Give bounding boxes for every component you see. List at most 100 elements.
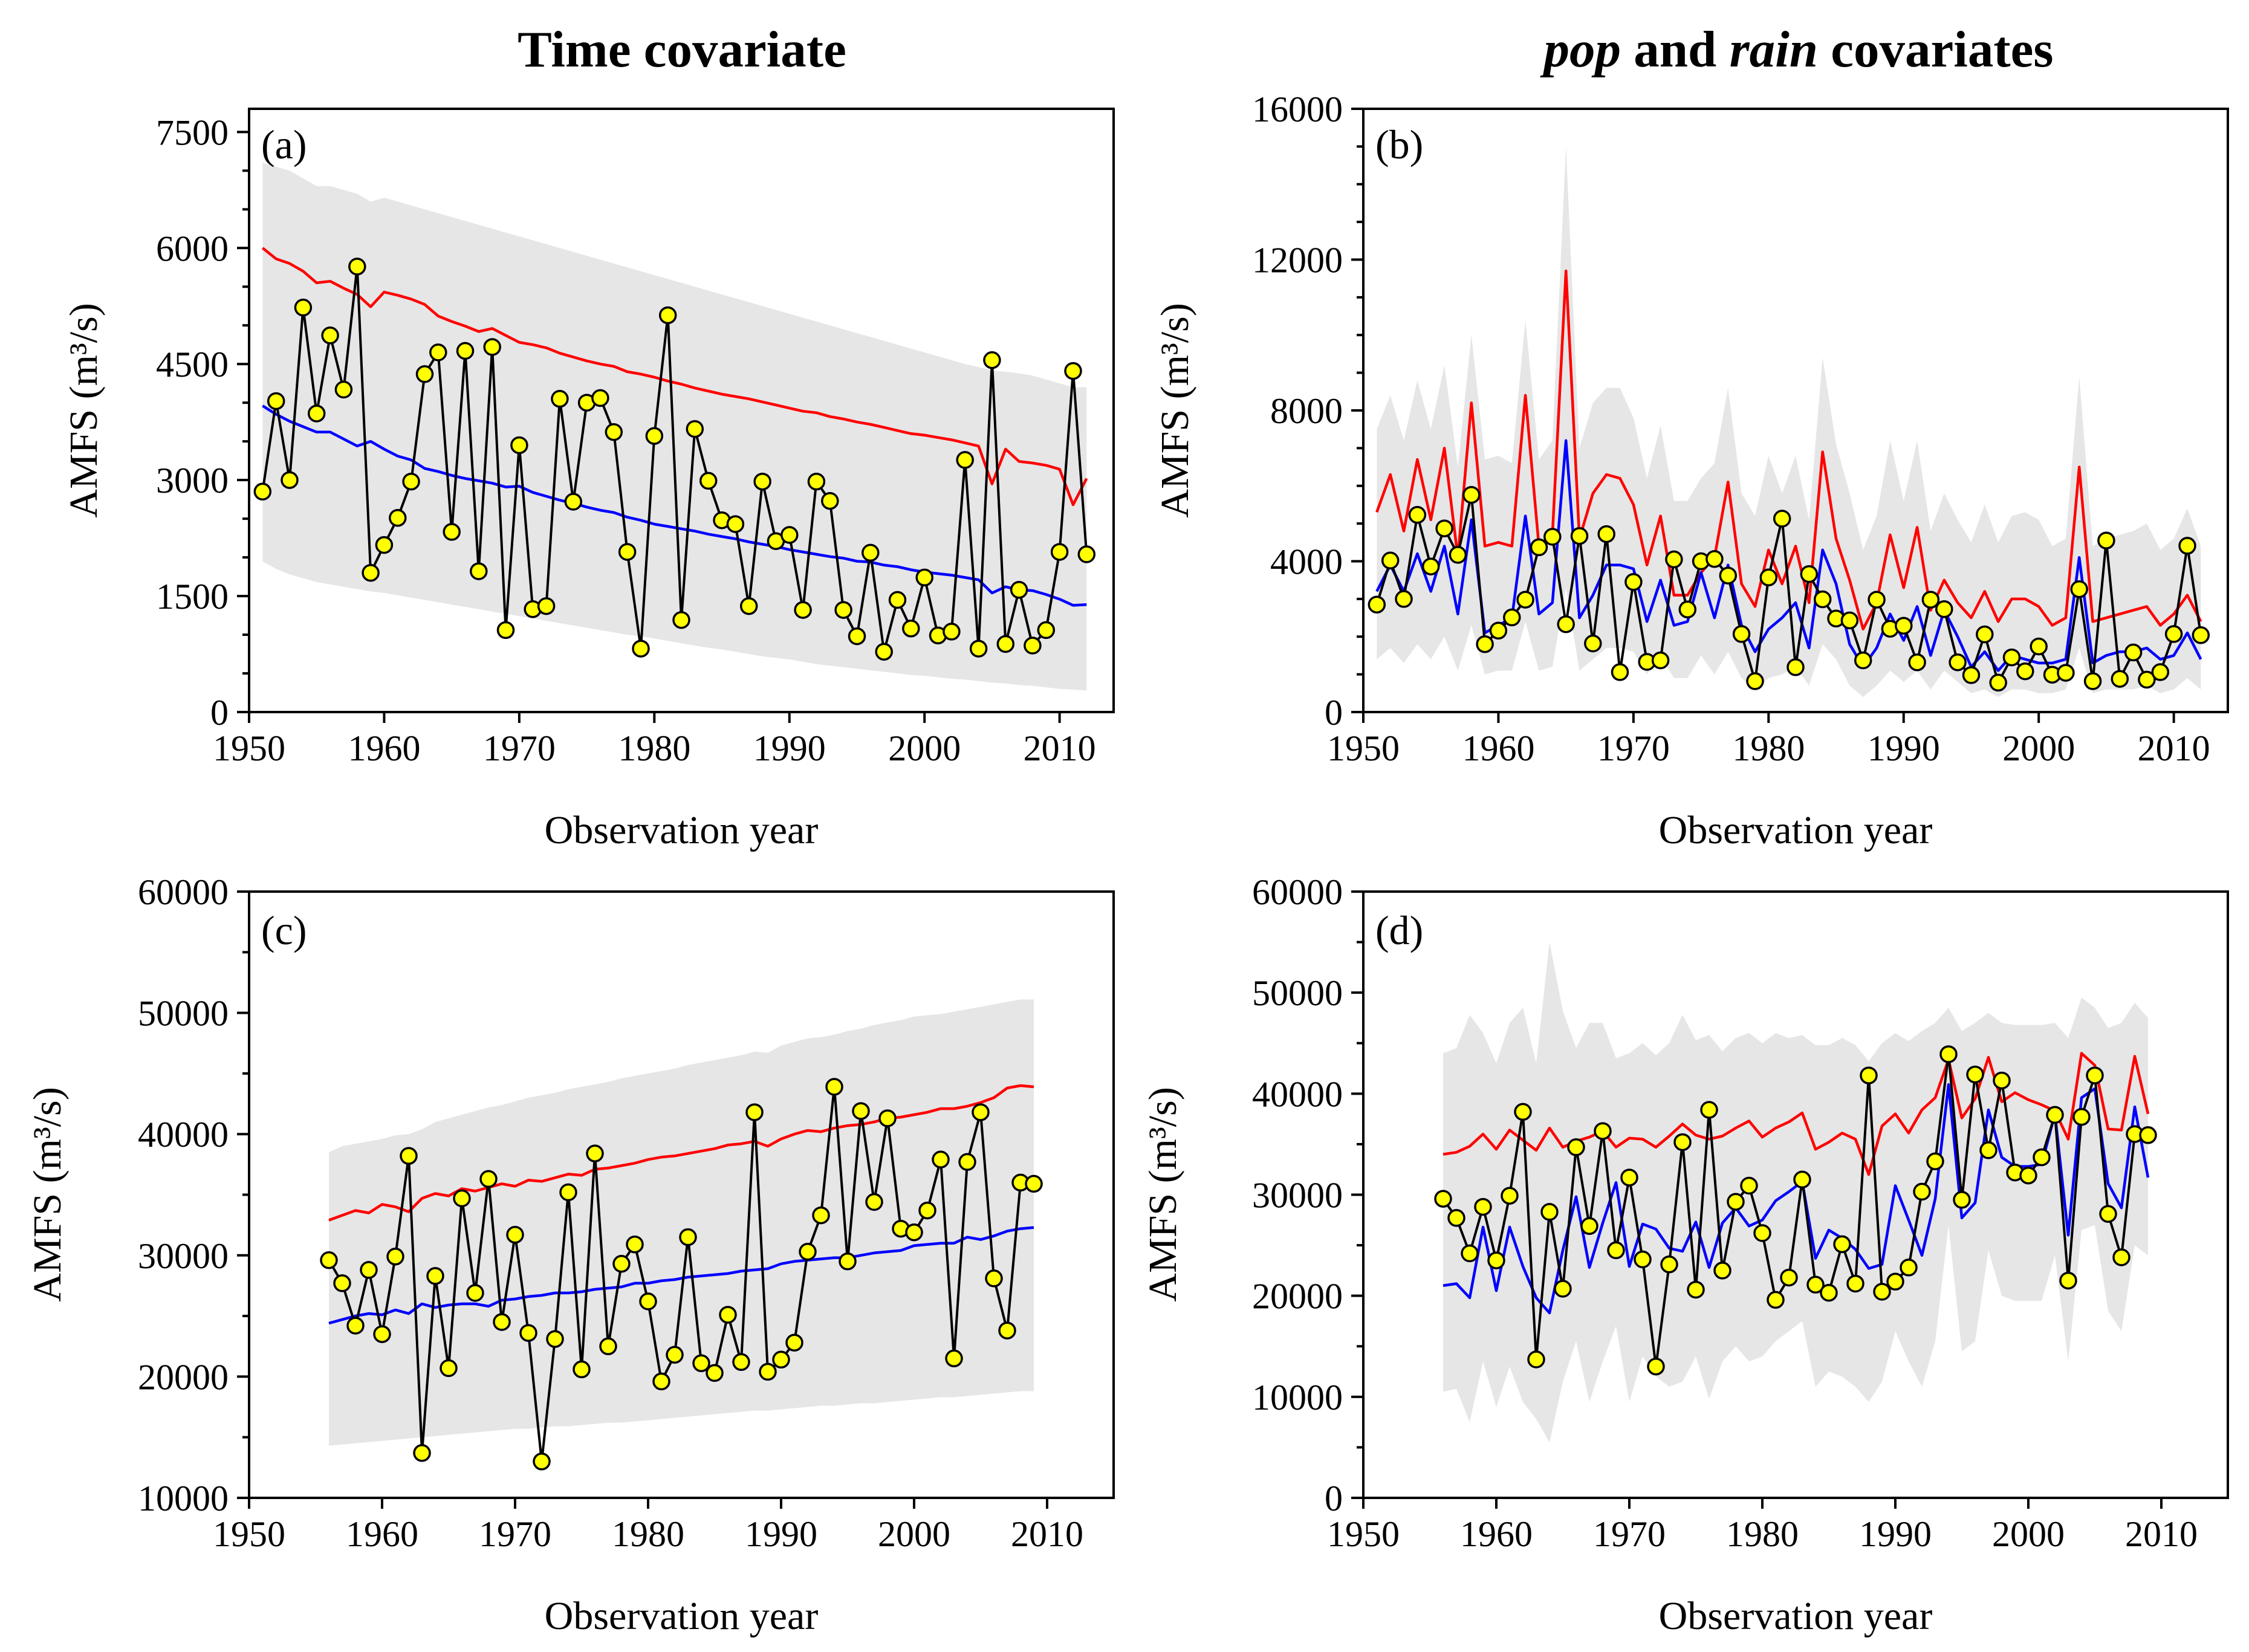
panel-b-observed-point [1935,600,1953,618]
panel-d-xlabel: Observation year [1659,1594,1933,1638]
panel-b-observed-point [1868,591,1886,609]
panel-c-observed-point [333,1274,351,1292]
panel-b-observed-point [2057,664,2075,682]
panel-b-xlabel: Observation year [1659,808,1933,852]
panel-d-observed-point [1979,1141,1997,1159]
panel-d-frame [1362,890,2229,1499]
panel-b-observed-point [1516,591,1534,609]
panel-b-ytick-label: 0 [1325,693,1343,733]
panel-d-observed-point [1913,1182,1931,1201]
panel-b-observed-point [1800,565,1819,583]
panel-b-observed-point [1976,625,1994,644]
panel-c-ytick-label: 10000 [138,1479,229,1518]
panel-b-observed-point [1597,525,1615,543]
panel-c-axes: 1950 1960 1970 1980 1990 2000 2010 10000 20000 30… [138,872,1083,1554]
panel-a-observed-point [294,299,313,317]
panel-c-observed-point [732,1353,750,1372]
panel-d-xtick-label: 1970 [1593,1514,1666,1554]
panel-d-observed-point [1846,1274,1864,1293]
panel-a-xtick-label: 2010 [1024,728,1096,768]
panel-a-observed-point [321,326,339,345]
panel-d-observed-point [1780,1268,1798,1287]
panel-d-observed-point [1620,1168,1638,1187]
panel-c-observed-point [945,1349,963,1368]
panel-d-observed-point [1873,1283,1891,1301]
panel-d-ytick-label: 60000 [1252,872,1343,912]
panel-a-observed-point [605,423,623,441]
panel-c-observed-point [839,1252,857,1271]
panel-c-observed-point [998,1321,1016,1339]
panel-d-label: (d) [1375,907,1423,953]
panel-a-xtick-label: 1960 [348,728,420,768]
panel-b-observed-point [1705,550,1724,568]
panel-b-ylabel: AMFS (m³/s) [1153,303,1197,517]
panel-d-observed-point [1713,1262,1731,1280]
panel-b-observed-point [2192,626,2210,644]
panel-a-observed-point [496,621,515,640]
panel-b-observed-point [1381,551,1400,570]
panel-b-observed-point [1476,635,1494,653]
panel-b-observed-point [1530,538,1548,557]
panel-c-observed-point [1025,1174,1043,1193]
panel-c-observed-point [905,1223,923,1242]
panel-d-observed-point [2072,1108,2091,1126]
panel-a-observed-point [807,472,826,491]
panel-d-observed-point [1567,1138,1585,1156]
panel-a-observed-point [739,597,758,615]
panel-b-observed-point [1678,600,1697,619]
panel-c-observed-point [586,1144,604,1163]
panel-c-observed-point [772,1350,790,1369]
panel-b-observed-point [2016,662,2034,681]
panel-a-observed-point [551,390,569,408]
panel-d-observed-point [1487,1251,1505,1269]
panel-a-xlabel: Observation year [545,808,819,852]
panel-c-observed-point [679,1228,697,1246]
panel-a-ytick-label: 3000 [156,461,229,500]
panel-a-observed-point [753,472,771,491]
panel-b-observed-point [1746,672,1764,690]
panel-c-observed-point [360,1261,378,1279]
panel-d-observed-point [1886,1272,1904,1291]
right-column-heading: pop and rain covariates [1540,21,2054,78]
panel-b-xtick-label: 1960 [1462,728,1534,768]
panel-b-observed-point [2083,672,2102,690]
panel-c-observed-point [413,1444,431,1462]
panel-b-observed-point [1543,528,1562,546]
panel-b-observed-point [1759,568,1778,587]
panel-d-observed-point [1700,1101,1718,1119]
panel-d-observed-point [1966,1065,1984,1084]
heading-covariates: covariates [1818,21,2053,78]
panel-c-observed-point [519,1324,537,1342]
panel-b-median-line [1375,439,2202,672]
panel-a-observed-point [996,635,1015,653]
panel-b-observed-point [1395,590,1413,608]
panel-b-observed-point [2138,670,2156,689]
panel-d-xtick-label: 2000 [1992,1514,2065,1554]
panel-c-xtick-label: 1970 [479,1514,551,1554]
panel-d: 1950 1960 1970 1980 1990 2000 2010 0 10000 20000 3… [1141,872,2229,1638]
panel-b-observed-point [1854,651,1872,670]
panel-a-ytick-label: 7500 [156,112,229,152]
panel-a-observed-point [253,482,272,501]
panel-a-observed-point [969,640,988,658]
panel-c-xtick-label: 1990 [745,1514,817,1554]
panel-a-observed-point [307,404,326,423]
panel-d-xtick-label: 1950 [1327,1514,1400,1554]
heading-and: and [1621,21,1730,78]
panel-c-observed-point [745,1103,764,1121]
panel-a-axes: 1950 1960 1970 1980 1990 2000 2010 0 1500 3000 450… [156,112,1096,768]
panel-d-observed-point [2059,1271,2077,1290]
panel-b-axes: 1950 1960 1970 1980 1990 2000 2010 0 4000 8000 120… [1252,89,2210,768]
panel-b-observed-point [1503,608,1521,627]
panel-a-observed-point [362,563,380,582]
panel-b-observed-point [1962,666,1981,684]
panel-d-observed-point [2086,1066,2104,1084]
panel-d-ytick-label: 20000 [1252,1277,1343,1317]
panel-a-observed-point [470,562,488,580]
panel-c-frame [248,890,1115,1499]
panel-a-observed-point [632,640,650,658]
panel-c-ytick-label: 50000 [138,994,229,1034]
panel-d-xtick-label: 1960 [1460,1514,1533,1554]
panel-d-observed-point [1939,1045,1958,1063]
